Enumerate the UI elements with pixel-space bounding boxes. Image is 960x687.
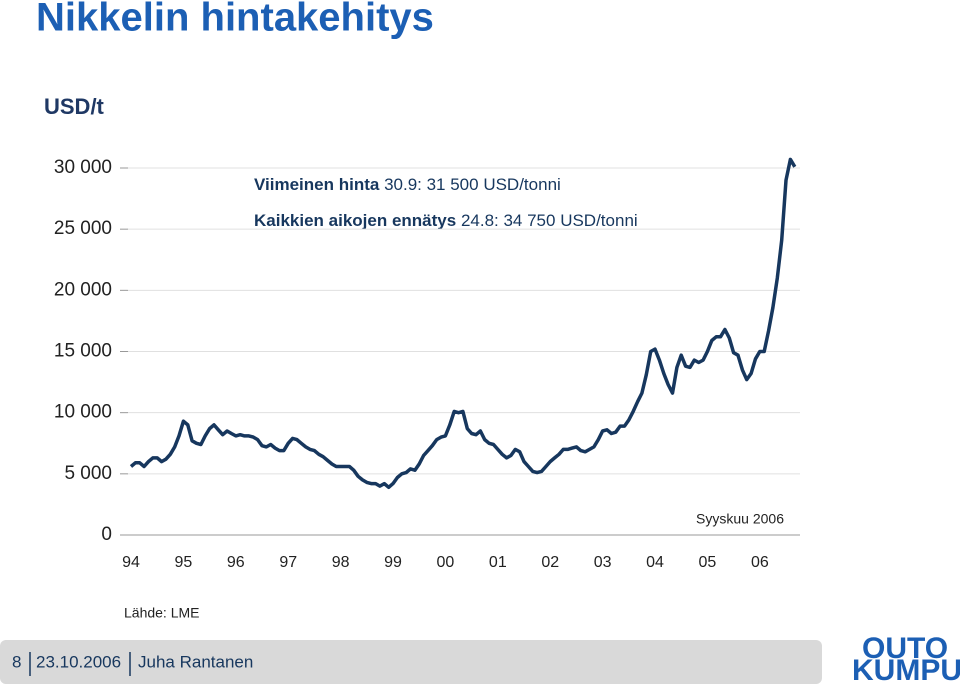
x-tick-label: 94 [122,554,140,571]
annotation-bold: Viimeinen hinta [254,175,380,194]
x-tick-label: 06 [751,554,769,571]
annotation-bold: Kaikkien aikojen ennätys [254,211,456,230]
annotation: Syyskuu 2006 [696,511,784,527]
price-line [129,157,797,490]
y-tick-label: 25 000 [54,218,112,239]
footer-author: Juha Rantanen [138,652,253,671]
logo-line: OUTO [862,632,948,665]
footer-date: 23.10.2006 [36,652,121,671]
x-tick-label: 01 [489,554,507,571]
slide-title: Nikkelin hintakehitys [36,0,434,40]
y-axis-label: USD/t [44,94,105,119]
x-tick-label: 98 [332,554,350,571]
x-tick-label: 97 [279,554,297,571]
source: Lähde: LME [124,605,200,621]
x-tick-label: 03 [594,554,612,571]
annotation: Viimeinen hinta 30.9: 31 500 USD/tonni [254,175,561,194]
annotation: Kaikkien aikojen ennätys 24.8: 34 750 US… [254,211,638,230]
logo-line: KUMPU [852,654,960,687]
footer-bar [0,640,822,684]
x-tick-label: 96 [227,554,245,571]
x-tick-label: 04 [646,554,664,571]
y-tick-label: 30 000 [54,157,112,178]
y-tick-label: 5 000 [64,463,112,484]
y-tick-label: 0 [101,524,112,545]
annotation-text: 30.9: 31 500 USD/tonni [384,175,561,194]
x-tick-label: 99 [384,554,402,571]
x-tick-label: 02 [541,554,559,571]
footer-page: 8 [12,652,21,671]
annotation-text: 24.8: 34 750 USD/tonni [461,211,638,230]
y-tick-label: 10 000 [54,402,112,423]
y-tick-label: 15 000 [54,341,112,362]
x-tick-label: 05 [699,554,717,571]
x-tick-label: 95 [175,554,193,571]
y-tick-label: 20 000 [54,279,112,300]
x-tick-label: 00 [437,554,455,571]
